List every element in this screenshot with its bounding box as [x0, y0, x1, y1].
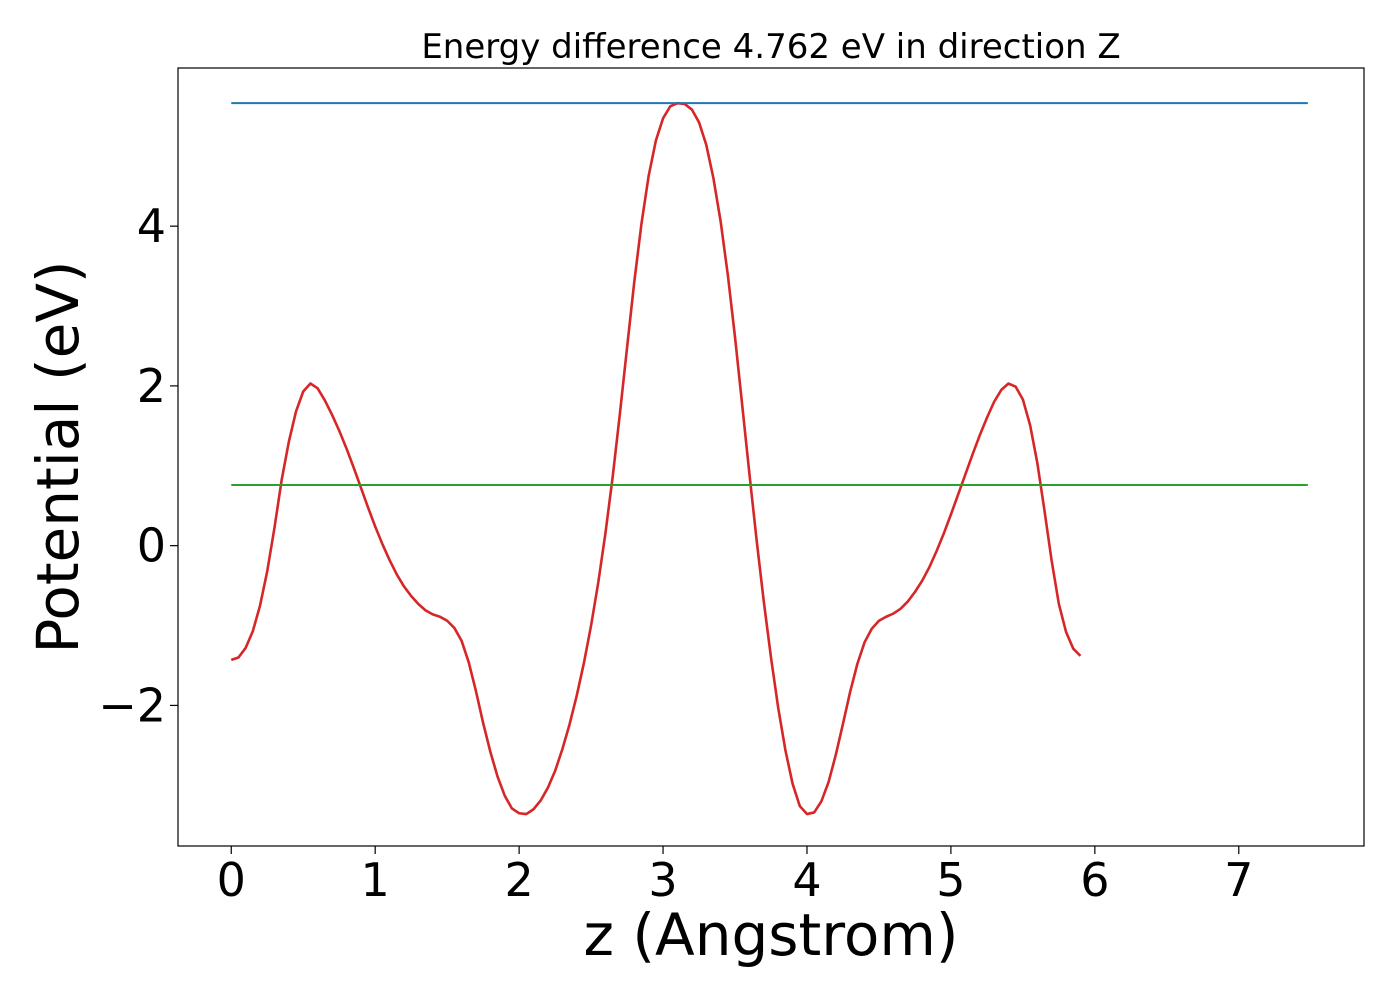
y-axis-title: Potential (eV) [24, 260, 92, 653]
y-axis: −2 0 2 4 [98, 199, 178, 732]
y-tick-label: 2 [137, 359, 166, 413]
x-tick-label: 4 [792, 853, 821, 907]
series-line-0 [230, 101, 1082, 816]
x-tick-label: 1 [361, 853, 390, 907]
x-tick-label: 7 [1224, 853, 1253, 907]
x-tick-label: 0 [217, 853, 246, 907]
x-axis: 0 1 2 3 4 5 6 7 [217, 846, 1253, 907]
y-tick-label: 4 [137, 199, 166, 253]
x-axis-title: z (Angstrom) [584, 901, 959, 969]
y-tick-label: 0 [137, 519, 166, 573]
series-layer [230, 101, 1308, 816]
y-tick-label: −2 [98, 678, 166, 732]
plot-frame [177, 67, 1365, 847]
x-tick-label: 6 [1080, 853, 1109, 907]
x-tick-label: 5 [936, 853, 965, 907]
x-tick-label: 2 [504, 853, 533, 907]
chart-title: Energy difference 4.762 eV in direction … [421, 27, 1120, 67]
x-tick-label: 3 [648, 853, 677, 907]
